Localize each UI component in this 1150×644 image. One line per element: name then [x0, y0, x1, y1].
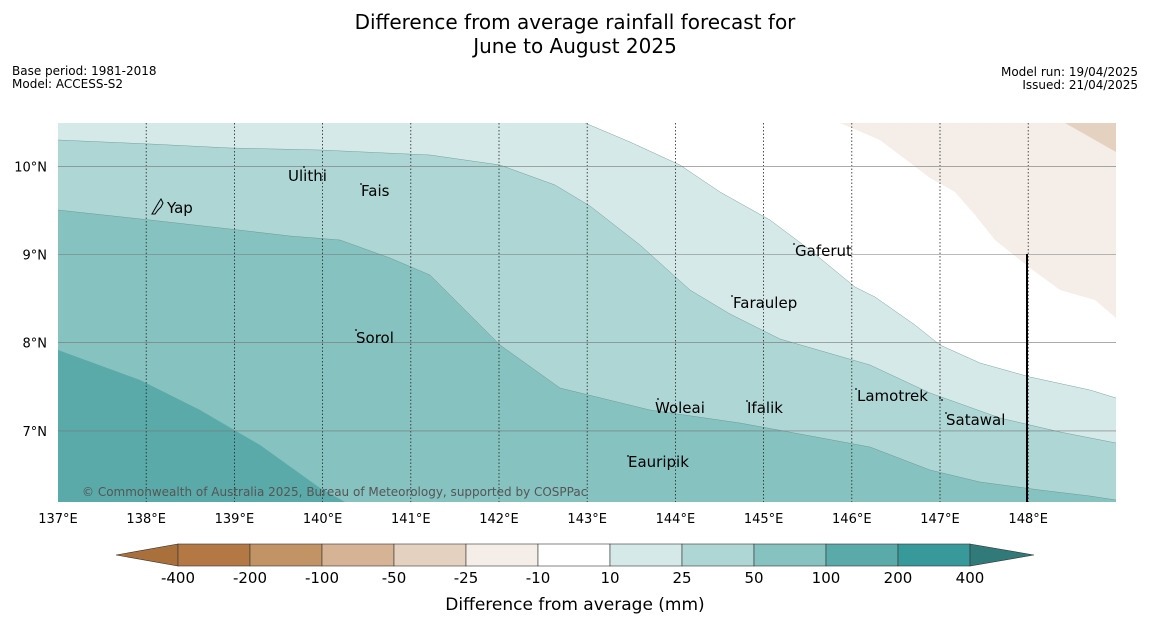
parallel-lines	[58, 166, 1116, 432]
meta-left: Base period: 1981-2018 Model: ACCESS-S2	[12, 65, 157, 91]
colorbar-tick-label: 200	[884, 569, 913, 587]
place-marker	[941, 399, 943, 401]
place-label: Sorol	[356, 329, 394, 347]
copyright-text: © Commonwealth of Australia 2025, Bureau…	[82, 485, 587, 499]
place-label: Fais	[361, 182, 390, 200]
band-100-200	[58, 350, 345, 502]
colorbar-swatch	[465, 543, 539, 567]
colorbar	[115, 543, 1035, 567]
place-marker	[657, 398, 659, 400]
colorbar-tick-label: -25	[454, 569, 479, 587]
place-label: Faraulep	[733, 294, 797, 312]
colorbar-swatch	[537, 543, 611, 567]
colorbar-tick-label: -200	[233, 569, 267, 587]
latitude-tick-label: 9°N	[23, 249, 48, 264]
colorbar-swatch	[609, 543, 683, 567]
longitude-tick-label: 142°E	[479, 512, 519, 527]
longitude-tick-label: 147°E	[920, 512, 960, 527]
place-label: Eauripik	[628, 453, 689, 471]
place-label: Woleai	[655, 399, 705, 417]
latitude-tick-label: 10°N	[14, 160, 47, 175]
colorbar-tick-label: 100	[812, 569, 841, 587]
place-marker	[746, 400, 748, 402]
colorbar-arrow-left	[115, 543, 179, 567]
title-line-1: Difference from average rainfall forecas…	[354, 10, 796, 34]
place-label: Yap	[166, 199, 193, 217]
place-marker	[731, 295, 733, 297]
longitude-tick-label: 141°E	[391, 512, 431, 527]
latitude-ticks: 10°N 9°N 8°N 7°N	[14, 160, 47, 440]
colorbar-tick-label: -400	[161, 569, 195, 587]
colorbar-title: Difference from average (mm)	[445, 595, 704, 615]
longitude-tick-label: 138°E	[126, 512, 166, 527]
colorbar-tick-label: -100	[305, 569, 339, 587]
colorbar-tick-label: 400	[956, 569, 985, 587]
colorbar-swatch	[681, 543, 755, 567]
contour-lines	[58, 123, 1116, 501]
colorbar-tick-label: 25	[672, 569, 691, 587]
meta-right: Model run: 19/04/2025 Issued: 21/04/2025	[1001, 66, 1138, 92]
colorbar-swatch	[177, 543, 251, 567]
colorbar-tick-label: -10	[526, 569, 551, 587]
meridian-lines	[145, 123, 1029, 502]
place-label: Lamotrek	[857, 387, 928, 405]
base-period: Base period: 1981-2018	[12, 64, 157, 78]
place-marker	[627, 455, 629, 457]
place-marker	[793, 243, 795, 245]
place-label: Ifalik	[747, 399, 783, 417]
map-plot-area	[58, 123, 1116, 502]
band-dry-medium	[1065, 123, 1116, 152]
place-marker	[855, 388, 857, 390]
model-name: Model: ACCESS-S2	[12, 77, 124, 91]
place-label: Ulithi	[288, 167, 327, 185]
colorbar-swatch	[249, 543, 323, 567]
place-marker	[939, 397, 941, 399]
longitude-ticks: 137°E 138°E 139°E 140°E 141°E 142°E 143°E 144°E…	[38, 512, 1048, 527]
issued-date: Issued: 21/04/2025	[1022, 78, 1138, 92]
model-run: Model run: 19/04/2025	[1000, 65, 1138, 79]
colorbar-tick-label: 50	[744, 569, 763, 587]
place-marker	[360, 183, 362, 185]
colorbar-swatch	[321, 543, 395, 567]
longitude-tick-label: 143°E	[567, 512, 607, 527]
yap-island-icon	[151, 198, 164, 215]
longitude-tick-label: 139°E	[215, 512, 255, 527]
title-line-2: June to August 2025	[473, 34, 677, 58]
place-labels: Yap Ulithi Fais Gaferut Faraulep Sorol Woleai I…	[166, 166, 1005, 471]
place-label: Satawal	[946, 411, 1005, 429]
colorbar-swatch	[825, 543, 899, 567]
latitude-tick-label: 7°N	[23, 425, 48, 440]
colorbar-arrow-right	[969, 543, 1035, 567]
place-marker	[355, 329, 357, 331]
colorbar-swatch	[393, 543, 467, 567]
longitude-tick-label: 140°E	[303, 512, 343, 527]
place-label: Gaferut	[795, 242, 852, 260]
longitude-tick-label: 145°E	[744, 512, 784, 527]
colorbar-tick-label: 10	[600, 569, 619, 587]
colorbar-tick-labels: -400 -200 -100 -50 -25 -10 10 25 50 100 200 400	[161, 569, 984, 587]
colorbar-swatch	[897, 543, 971, 567]
map-title: Difference from average rainfall forecas…	[0, 10, 1150, 58]
longitude-tick-label: 146°E	[832, 512, 872, 527]
colorbar-swatch	[753, 543, 827, 567]
longitude-tick-label: 144°E	[656, 512, 696, 527]
longitude-tick-label: 148°E	[1008, 512, 1048, 527]
band-dry-light	[840, 123, 1116, 318]
latitude-tick-label: 8°N	[23, 337, 48, 352]
colorbar-tick-label: -50	[382, 569, 407, 587]
place-marker	[945, 412, 947, 414]
place-marker	[303, 166, 305, 168]
longitude-tick-label: 137°E	[38, 512, 78, 527]
